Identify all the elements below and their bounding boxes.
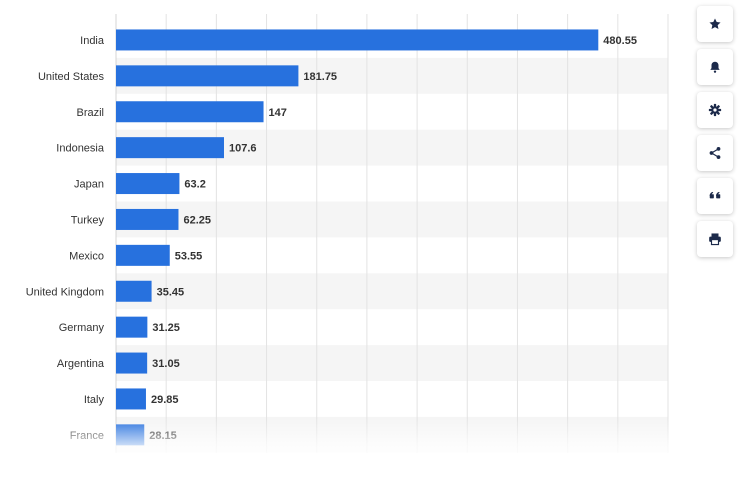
bar[interactable] bbox=[116, 280, 152, 302]
bar[interactable] bbox=[116, 101, 264, 123]
value-label: 29.85 bbox=[151, 394, 179, 406]
category-label: United Kingdom bbox=[26, 286, 104, 298]
row-stripe bbox=[116, 345, 668, 381]
value-label: 181.75 bbox=[303, 71, 337, 83]
row-stripe bbox=[116, 201, 668, 238]
value-label: 480.55 bbox=[603, 35, 637, 47]
bar[interactable] bbox=[116, 388, 146, 410]
bar[interactable] bbox=[116, 137, 224, 159]
category-label: Japan bbox=[74, 179, 104, 191]
category-label: United States bbox=[38, 71, 105, 83]
category-label: India bbox=[80, 35, 105, 47]
value-label: 63.2 bbox=[184, 179, 205, 191]
value-label: 107.6 bbox=[229, 143, 257, 155]
row-stripe bbox=[116, 273, 668, 310]
gear-icon bbox=[708, 103, 722, 117]
bar[interactable] bbox=[116, 65, 299, 87]
chart-area: India United States Brazil Indonesia Japan Tu… bbox=[0, 14, 680, 486]
value-label: 31.05 bbox=[152, 358, 180, 370]
gridlines bbox=[115, 14, 669, 453]
category-label: Indonesia bbox=[56, 143, 105, 155]
cite-button[interactable] bbox=[697, 178, 733, 214]
bar[interactable] bbox=[116, 244, 170, 266]
bar[interactable] bbox=[116, 173, 180, 195]
bar[interactable] bbox=[116, 208, 179, 230]
category-label: Argentina bbox=[57, 358, 105, 370]
share-icon bbox=[708, 146, 722, 160]
bar[interactable] bbox=[116, 316, 148, 338]
category-labels: India United States Brazil Indonesia Japan Tu… bbox=[26, 35, 105, 442]
row-stripe bbox=[116, 416, 668, 453]
category-label: France bbox=[70, 430, 104, 442]
bars bbox=[116, 29, 599, 446]
print-icon bbox=[708, 232, 722, 246]
value-label: 28.15 bbox=[149, 430, 177, 442]
category-label: Italy bbox=[84, 394, 105, 406]
category-label: Mexico bbox=[69, 250, 104, 262]
value-labels: 480.55 181.75 147 107.6 63.2 62.25 53.55 35.45 3… bbox=[149, 35, 637, 442]
share-button[interactable] bbox=[697, 135, 733, 171]
notification-button[interactable] bbox=[697, 49, 733, 85]
category-label: Brazil bbox=[76, 107, 104, 119]
value-label: 147 bbox=[269, 107, 287, 119]
quote-icon bbox=[708, 189, 722, 203]
settings-button[interactable] bbox=[697, 92, 733, 128]
star-icon bbox=[708, 17, 722, 31]
value-label: 53.55 bbox=[175, 250, 203, 262]
print-button[interactable] bbox=[697, 221, 733, 257]
bar[interactable] bbox=[116, 352, 148, 374]
category-label: Turkey bbox=[71, 214, 105, 226]
favorite-button[interactable] bbox=[697, 6, 733, 42]
value-label: 31.25 bbox=[152, 322, 180, 334]
bell-icon bbox=[708, 60, 722, 74]
category-label: Germany bbox=[59, 322, 105, 334]
bar-chart: India United States Brazil Indonesia Japan Tu… bbox=[26, 14, 669, 453]
bar[interactable] bbox=[116, 424, 145, 446]
value-label: 62.25 bbox=[183, 214, 211, 226]
value-label: 35.45 bbox=[157, 286, 185, 298]
chart-toolbar bbox=[697, 6, 733, 264]
bar[interactable] bbox=[116, 29, 599, 51]
